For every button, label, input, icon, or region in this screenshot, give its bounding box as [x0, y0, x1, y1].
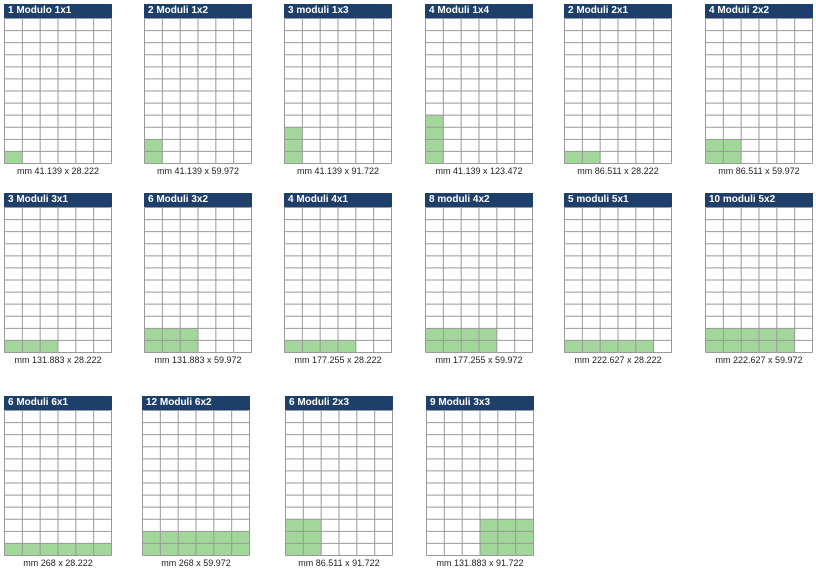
module-grid	[144, 207, 252, 353]
module-dimensions: mm 41.139 x 59.972	[156, 166, 240, 176]
module-grid	[142, 410, 250, 556]
module-grid	[284, 18, 392, 164]
module-title: 10 moduli 5x2	[705, 193, 813, 207]
module-dimensions: mm 86.511 x 28.222	[577, 166, 659, 176]
module-card: 9 Moduli 3x3 mm 131.883 x 91.722	[426, 396, 534, 569]
module-grid	[705, 18, 813, 164]
module-dimensions: mm 131.883 x 28.222	[14, 355, 102, 365]
module-dimensions: mm 177.255 x 28.222	[294, 355, 382, 365]
module-title: 2 Moduli 2x1	[564, 4, 672, 18]
module-dimensions: mm 222.627 x 28.222	[574, 355, 662, 365]
module-dimensions: mm 131.883 x 91.722	[436, 558, 524, 568]
module-title: 6 Moduli 3x2	[144, 193, 252, 207]
module-dimensions: mm 222.627 x 59.972	[715, 355, 803, 365]
module-title: 8 moduli 4x2	[425, 193, 533, 207]
occupied-module-area	[4, 340, 58, 353]
module-card: 2 Moduli 1x2 mm 41.139 x 59.972	[144, 4, 252, 177]
module-card: 2 Moduli 2x1 mm 86.511 x 28.222	[564, 4, 672, 177]
module-card: 8 moduli 4x2 mm 177.255 x 59.972	[425, 193, 533, 366]
module-title: 12 Moduli 6x2	[142, 396, 250, 410]
module-dimensions: mm 41.139 x 28.222	[16, 166, 100, 176]
occupied-module-area	[4, 151, 23, 164]
module-grid	[285, 410, 393, 556]
module-card: 4 Moduli 1x4 mm 41.139 x 123.472	[425, 4, 533, 177]
module-title: 6 Moduli 6x1	[4, 396, 112, 410]
module-grid	[425, 207, 533, 353]
module-title: 5 moduli 5x1	[564, 193, 672, 207]
module-card: 4 Moduli 4x1 mm 177.255 x 28.222	[284, 193, 392, 366]
occupied-module-area	[564, 340, 654, 353]
module-title: 1 Modulo 1x1	[4, 4, 112, 18]
module-card: 4 Moduli 2x2 mm 86.511 x 59.972	[705, 4, 813, 177]
module-dimensions: mm 268 x 28.222	[23, 558, 93, 568]
occupied-module-area	[480, 519, 534, 556]
module-grid	[705, 207, 813, 353]
module-dimensions: mm 177.255 x 59.972	[435, 355, 523, 365]
module-dimensions: mm 268 x 59.972	[161, 558, 231, 568]
module-grid	[426, 410, 534, 556]
module-grid	[144, 18, 252, 164]
module-dimensions: mm 41.139 x 91.722	[296, 166, 380, 176]
module-grid	[425, 18, 533, 164]
module-grid	[4, 18, 112, 164]
module-dimensions: mm 41.139 x 123.472	[435, 166, 523, 176]
module-grid	[564, 207, 672, 353]
module-dimensions: mm 86.511 x 91.722	[298, 558, 380, 568]
module-grid	[4, 207, 112, 353]
module-title: 3 Moduli 3x1	[4, 193, 112, 207]
module-title: 4 Moduli 2x2	[705, 4, 813, 18]
module-card: 5 moduli 5x1 mm 222.627 x 28.222	[564, 193, 672, 366]
module-title: 4 Moduli 4x1	[284, 193, 392, 207]
module-dimensions: mm 131.883 x 59.972	[154, 355, 242, 365]
module-card: 6 Moduli 6x1 mm 268 x 28.222	[4, 396, 112, 569]
module-dimensions: mm 86.511 x 59.972	[718, 166, 800, 176]
module-card: 10 moduli 5x2 mm 222.627 x 59.972	[705, 193, 813, 366]
module-title: 2 Moduli 1x2	[144, 4, 252, 18]
module-title: 4 Moduli 1x4	[425, 4, 533, 18]
module-title: 6 Moduli 2x3	[285, 396, 393, 410]
module-grid	[284, 207, 392, 353]
module-grid	[564, 18, 672, 164]
module-card: 6 Moduli 3x2 mm 131.883 x 59.972	[144, 193, 252, 366]
module-card: 12 Moduli 6x2 mm 268 x 59.972	[142, 396, 250, 569]
module-card: 3 moduli 1x3 mm 41.139 x 91.722	[284, 4, 392, 177]
module-grid	[4, 410, 112, 556]
module-card: 6 Moduli 2x3 mm 86.511 x 91.722	[285, 396, 393, 569]
module-title: 3 moduli 1x3	[284, 4, 392, 18]
module-card: 1 Modulo 1x1 mm 41.139 x 28.222	[4, 4, 112, 177]
module-title: 9 Moduli 3x3	[426, 396, 534, 410]
module-card: 3 Moduli 3x1 mm 131.883 x 28.222	[4, 193, 112, 366]
occupied-module-area	[284, 127, 303, 164]
